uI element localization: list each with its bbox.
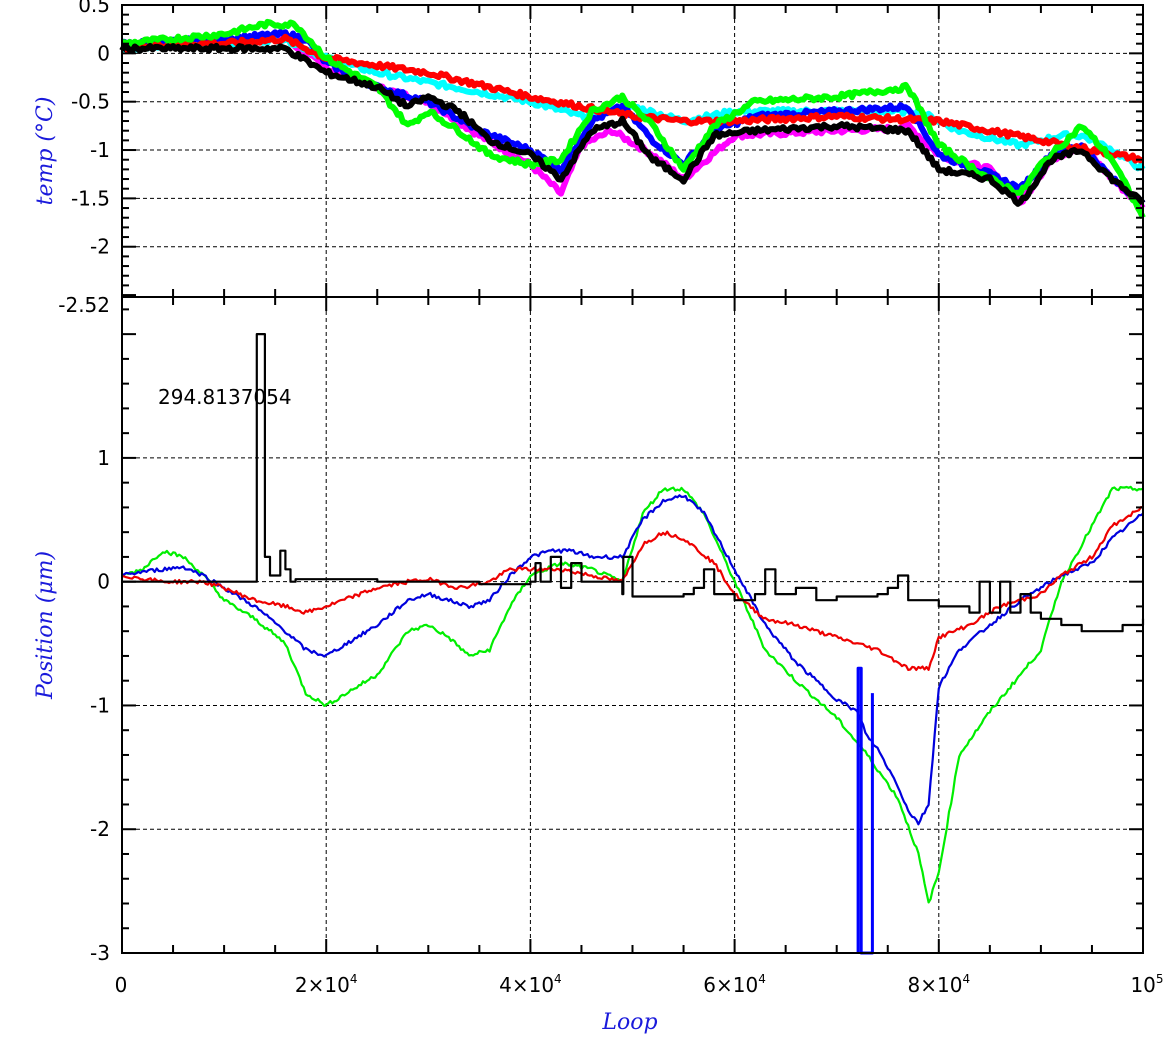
bottom-y-tick-label: -3 — [90, 941, 110, 965]
x-tick-label-base: 4×10 — [499, 973, 554, 997]
x-tick-label: 8×104 — [908, 972, 971, 997]
x-tick-label: 2×104 — [295, 972, 358, 997]
top-y-tick-label: -1.5 — [71, 186, 110, 210]
x-tick-label: 4×104 — [499, 972, 562, 997]
top-panel-top-label: -2.52 — [58, 293, 110, 317]
x-axis-title: Loop — [601, 1010, 657, 1035]
bottom-y-tick-label: 0 — [97, 570, 110, 594]
top-series-line-4 — [121, 18, 1146, 219]
bottom-y-tick-label: 1 — [97, 446, 110, 470]
x-tick-label-exponent: 5 — [1156, 972, 1164, 986]
bottom-panel-series — [121, 333, 1145, 955]
x-tick-label-exponent: 4 — [962, 972, 970, 986]
top-y-tick-label: 0.5 — [78, 0, 110, 17]
bottom-series-line-4 — [856, 666, 874, 955]
x-tick-label: 105 — [1130, 972, 1163, 997]
top-series-line-3 — [121, 33, 1144, 164]
annotation-spike-value: 294.8137054 — [158, 385, 292, 409]
x-tick-label-base: 10 — [1130, 973, 1155, 997]
x-tick-label-base: 0 — [115, 973, 128, 997]
bottom-series-line-0 — [121, 485, 1144, 904]
top-series-line-5 — [119, 42, 1146, 207]
x-tick-label: 6×104 — [703, 972, 766, 997]
x-tick-label-exponent: 4 — [758, 972, 766, 986]
bottom-series-line-1 — [121, 494, 1144, 826]
top-y-tick-label: -0.5 — [71, 90, 110, 114]
bottom-panel-frame — [121, 296, 1144, 954]
top-y-axis-title: temp (°C) — [33, 97, 58, 206]
bottom-y-tick-label: -1 — [90, 693, 110, 717]
x-tick-label-base: 8×10 — [908, 973, 963, 997]
x-tick-label-base: 2×10 — [295, 973, 350, 997]
top-y-tick-label: 0 — [97, 41, 110, 65]
x-tick-label-exponent: 4 — [554, 972, 562, 986]
bottom-y-tick-label: -2 — [90, 817, 110, 841]
bottom-series-line-3 — [122, 333, 1145, 633]
bottom-y-axis-title: Position (μm) — [33, 551, 58, 700]
x-tick-label-exponent: 4 — [350, 972, 358, 986]
top-panel-series — [119, 18, 1146, 219]
x-tick-label: 0 — [115, 973, 128, 997]
x-tick-label-base: 6×10 — [703, 973, 758, 997]
top-y-tick-label: -2 — [90, 235, 110, 259]
top-y-tick-label: -1 — [90, 138, 110, 162]
